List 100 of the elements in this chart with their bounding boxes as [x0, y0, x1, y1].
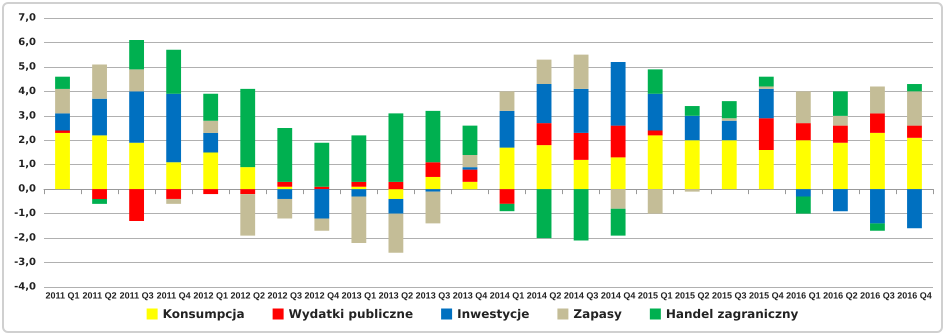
bar — [796, 140, 811, 190]
bar — [870, 223, 885, 231]
bar — [758, 150, 774, 190]
bar — [907, 189, 922, 228]
bar — [610, 208, 626, 236]
bar — [240, 189, 256, 194]
x-tick-label: 2012 Q4 — [304, 290, 340, 300]
x-tick-label: 2012 Q2 — [230, 290, 265, 300]
y-tick-label: 1,0 — [18, 159, 36, 170]
bar — [758, 118, 774, 150]
bar — [796, 91, 811, 124]
y-tick-label: 2,0 — [18, 134, 36, 146]
bar — [907, 91, 922, 126]
y-tick-label: 3,0 — [18, 110, 36, 122]
bar — [166, 162, 182, 190]
bar — [92, 189, 107, 199]
bar — [722, 140, 737, 190]
bar — [55, 76, 70, 89]
bar — [610, 189, 626, 209]
bar — [426, 189, 440, 192]
y-tick-label: 5,0 — [18, 61, 36, 72]
x-tick-label: 2012 Q3 — [268, 290, 302, 300]
bar — [277, 198, 292, 219]
y-tick-label: 0,0 — [18, 184, 36, 195]
bar — [166, 94, 182, 162]
bar — [240, 194, 256, 236]
legend-label: Wydatki publiczne — [288, 307, 414, 321]
bar — [648, 94, 663, 130]
x-tick-label: 2011 Q3 — [120, 290, 154, 300]
bar — [870, 132, 885, 190]
bar — [832, 189, 848, 212]
bar — [92, 98, 107, 136]
bar — [55, 130, 70, 133]
bar — [648, 69, 663, 94]
y-tick-label: -2,0 — [14, 232, 36, 244]
bar — [166, 50, 182, 94]
y-tick-label: 7,0 — [18, 12, 36, 24]
bar — [536, 189, 552, 238]
bar — [462, 126, 478, 155]
bar — [574, 160, 589, 190]
bar — [832, 126, 848, 143]
bar — [758, 76, 774, 86]
bar — [907, 138, 922, 190]
x-tick-label: 2016 Q3 — [860, 290, 895, 300]
bar — [426, 192, 440, 224]
bar — [462, 182, 478, 190]
bar — [55, 113, 70, 130]
x-tick-label: 2011 Q2 — [82, 290, 117, 300]
bar — [648, 189, 663, 214]
bar — [684, 140, 700, 190]
legend-label: Konsumpcja — [162, 307, 245, 321]
bar — [796, 189, 811, 197]
bar — [832, 116, 848, 126]
bar — [907, 126, 922, 138]
x-tick-label: 2016 Q1 — [786, 290, 821, 300]
bar — [648, 135, 663, 190]
x-tick-label: 2013 Q1 — [342, 290, 376, 300]
legend-label: Handel zagraniczny — [666, 307, 799, 321]
bar — [684, 106, 700, 116]
bar — [277, 182, 292, 187]
bar — [500, 110, 514, 148]
bar — [758, 88, 774, 118]
bar — [129, 189, 144, 221]
bar — [462, 167, 478, 170]
y-tick-label: -1,0 — [14, 208, 36, 220]
bar — [870, 86, 885, 114]
bar — [684, 116, 700, 140]
x-tick-label: 2013 Q2 — [378, 290, 414, 300]
bar — [870, 113, 885, 133]
bar — [536, 123, 552, 146]
bar — [574, 189, 589, 241]
bar — [240, 167, 256, 190]
x-tick-label: 2016 Q2 — [823, 290, 858, 300]
bar — [55, 132, 70, 190]
x-tick-label: 2013 Q3 — [416, 290, 450, 300]
y-tick-label: -3,0 — [14, 257, 36, 268]
bar — [758, 86, 774, 89]
bar — [722, 120, 737, 140]
bar — [574, 132, 589, 160]
bar — [351, 186, 366, 190]
legend-label: Inwestycje — [457, 307, 530, 321]
bar — [314, 218, 330, 231]
bar — [203, 120, 218, 133]
bar — [277, 186, 292, 190]
bar — [574, 88, 589, 133]
bar — [462, 154, 478, 168]
bar — [536, 60, 552, 84]
x-tick-label: 2011 Q4 — [156, 290, 191, 300]
bar — [388, 189, 404, 199]
bar — [314, 186, 330, 190]
x-tick-label: 2011 Q1 — [46, 290, 80, 300]
x-tick-label: 2014 Q2 — [526, 290, 562, 300]
bar — [610, 126, 626, 158]
bar — [870, 189, 885, 224]
bar — [55, 88, 70, 114]
bar — [351, 135, 366, 182]
bar — [796, 196, 811, 214]
bar — [351, 189, 366, 197]
bar — [426, 162, 440, 177]
x-tick-label: 2015 Q2 — [674, 290, 710, 300]
